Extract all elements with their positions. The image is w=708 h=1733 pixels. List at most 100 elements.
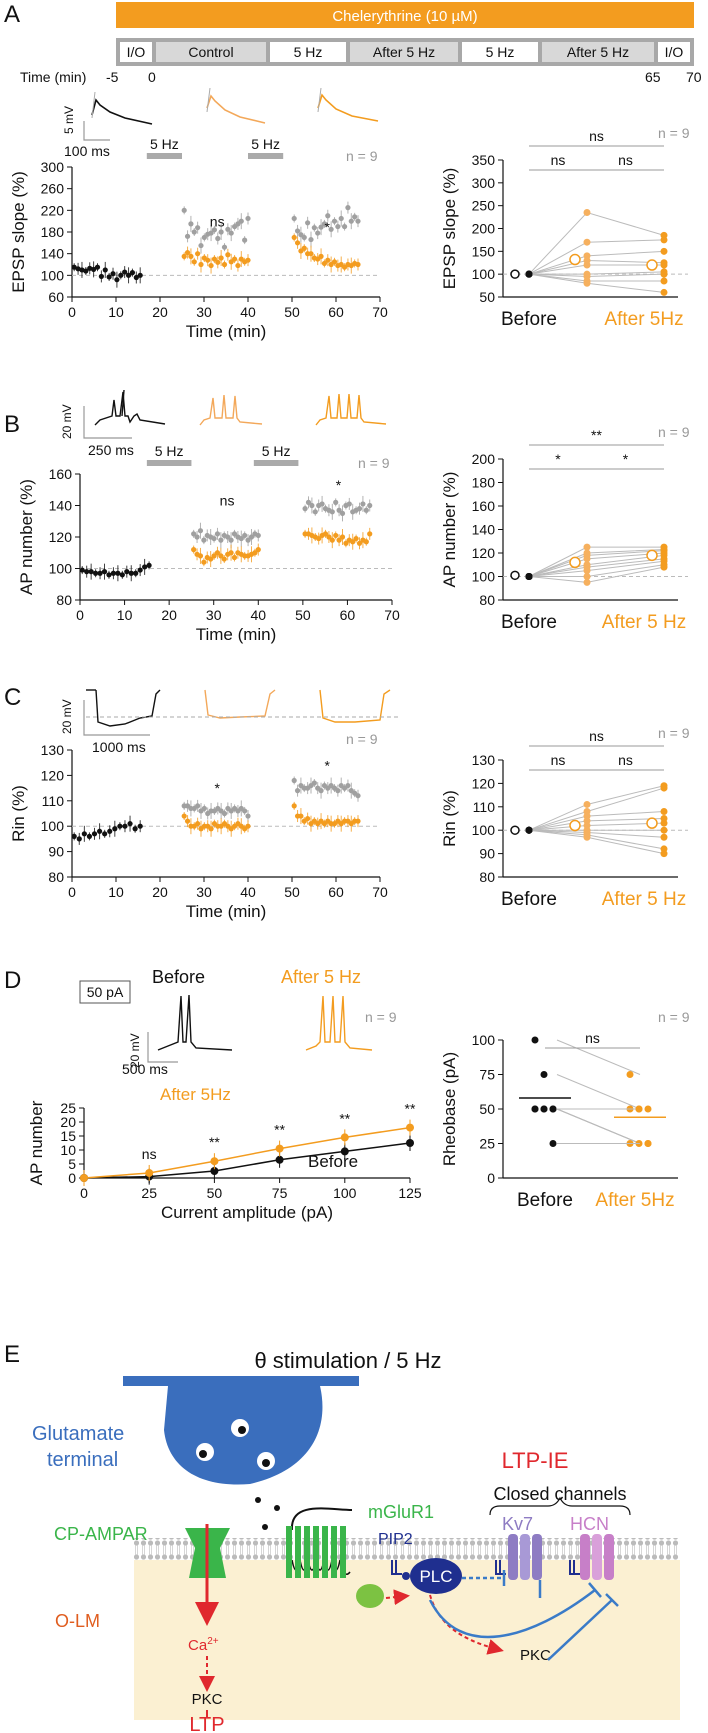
control-point <box>360 501 366 507</box>
category-before: Before <box>501 309 557 330</box>
After 5Hz-point <box>80 1174 88 1182</box>
y-tick-label: 100 <box>472 1032 496 1048</box>
baseline-point <box>93 570 99 576</box>
closed-brace <box>489 1496 631 1516</box>
chelerythrine-point <box>291 234 297 241</box>
after-series-label: After 5Hz <box>160 1085 231 1104</box>
baseline-point <box>137 567 143 573</box>
protocol-bar: I/O Control 5 Hz After 5 Hz 5 Hz After 5… <box>116 38 694 66</box>
control-point <box>352 214 358 220</box>
chelerythrine-point <box>214 550 221 556</box>
mid-point <box>583 261 591 269</box>
control-point <box>331 218 338 224</box>
c-scale-t: 1000 ms <box>92 739 146 755</box>
c-scale-v: 20 mV <box>60 699 74 734</box>
control-point <box>221 810 228 817</box>
y-tick-label: 180 <box>41 224 65 240</box>
control-point <box>225 534 231 540</box>
baseline-point <box>106 572 112 578</box>
control-point <box>318 224 324 230</box>
x-axis-label: Time (min) <box>196 625 277 644</box>
pkc-label-right: PKC <box>520 1647 551 1664</box>
chelerythrine-point <box>201 559 207 565</box>
protocol-io-2: I/O <box>665 44 684 60</box>
chelerythrine-point <box>184 818 191 824</box>
mid-point <box>583 578 591 586</box>
after-point <box>660 819 668 827</box>
control-point <box>315 230 321 236</box>
time-tick-m5: -5 <box>106 69 119 85</box>
control-point <box>201 805 207 812</box>
y-tick-label: 80 <box>56 592 72 608</box>
x-tick-label: 25 <box>141 1185 157 1201</box>
chelerythrine-point <box>291 803 297 809</box>
stim-bar <box>253 460 299 466</box>
chelerythrine-point <box>363 539 369 545</box>
x-tick-label: 60 <box>340 607 356 623</box>
mglur1-receptor <box>286 1507 384 1608</box>
stim-label: θ stimulation / 5 Hz <box>254 1348 441 1373</box>
x-tick-label: 40 <box>240 304 256 320</box>
pip2-dot <box>402 1572 410 1580</box>
panel-d-letter: D <box>4 967 21 994</box>
y-tick-label: 100 <box>472 569 496 585</box>
chelerythrine-point <box>181 253 187 259</box>
y-axis-label: AP number <box>27 1100 46 1185</box>
control-point <box>228 230 234 236</box>
x-tick-label: 10 <box>117 607 133 623</box>
category-before: Before <box>501 889 557 910</box>
y-tick-label: 150 <box>472 243 496 259</box>
sig-label: ns <box>589 728 604 744</box>
significance-label: ns <box>220 493 235 509</box>
y-tick-label: 50 <box>479 1101 495 1117</box>
y-tick-label: 120 <box>49 529 73 545</box>
control-point <box>184 233 191 239</box>
chelerythrine-point <box>308 251 314 257</box>
control-point <box>346 501 352 507</box>
baseline-point <box>86 833 93 839</box>
y-tick-label: 180 <box>472 475 496 491</box>
baseline-point <box>71 833 77 839</box>
control-point <box>198 242 204 249</box>
baseline-point <box>107 828 113 834</box>
control-point <box>325 213 331 219</box>
terminal-label-1: Glutamate <box>32 1423 124 1445</box>
x-tick-label: 0 <box>80 1185 88 1201</box>
sig-label: ns <box>551 152 566 168</box>
control-point <box>348 218 354 224</box>
n-label: n = 9 <box>658 1009 690 1025</box>
control-point <box>305 220 311 226</box>
protocol-io-1: I/O <box>127 44 146 60</box>
x-tick-label: 125 <box>398 1185 422 1201</box>
control-point <box>191 229 197 235</box>
x-tick-label: 60 <box>328 884 344 900</box>
control-point <box>238 218 244 224</box>
after-point <box>660 784 668 792</box>
y-tick-label: 100 <box>472 266 496 282</box>
after-point <box>660 563 668 571</box>
baseline-point <box>132 826 138 832</box>
control-point <box>242 532 248 539</box>
paired-line <box>528 273 665 293</box>
mglur1-label: mGluR1 <box>368 1502 434 1522</box>
y-tick-label: 10 <box>60 1142 76 1158</box>
chelerythrine-point <box>245 823 251 829</box>
n-label: n = 9 <box>658 125 690 141</box>
closed-channels-label: Closed channels <box>493 1484 626 1504</box>
control-point <box>228 537 234 543</box>
baseline-point <box>97 570 103 576</box>
y-tick-label: 250 <box>472 198 496 214</box>
control-point <box>248 534 255 540</box>
stim-bar <box>146 460 192 466</box>
x-tick-label: 20 <box>161 607 177 623</box>
chelerythrine-point <box>305 815 311 822</box>
After 5Hz-point <box>275 1144 284 1153</box>
control-point <box>336 507 342 513</box>
drug-label: Chelerythrine (10 µM) <box>332 8 477 25</box>
drug-bar <box>116 2 694 28</box>
x-tick-label: 10 <box>108 304 124 320</box>
y-axis-label: Rin (%) <box>440 790 459 847</box>
sig-label: ns <box>142 1146 157 1162</box>
